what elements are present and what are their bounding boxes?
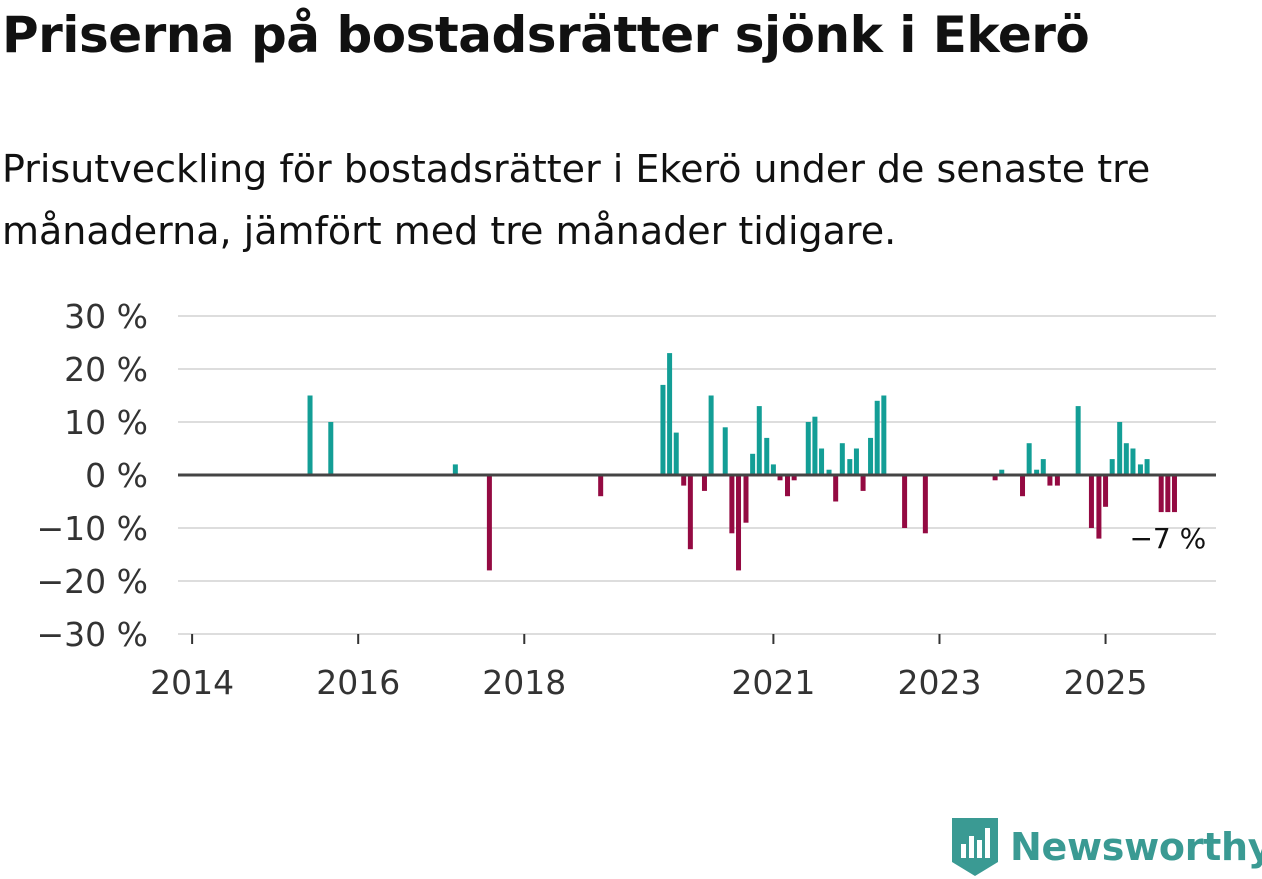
bar [791,475,797,481]
bar [1034,469,1040,475]
y-tick-label: 20 % [64,350,148,389]
bar [868,437,874,475]
bar [667,353,673,475]
y-tick-label: −20 % [37,562,149,601]
y-tick-label: −30 % [37,615,149,654]
bar [764,437,770,475]
bar [999,469,1005,475]
bar [1047,475,1053,486]
bar [1026,443,1032,475]
bar [1096,475,1102,539]
chart-subtitle: Prisutveckling för bostadsrätter i Ekerö… [2,147,1151,253]
last-value-annotation: −7 % [1129,522,1206,555]
y-tick-label: 0 % [85,456,148,495]
x-tick-label: 2018 [482,663,566,702]
bar [598,475,604,497]
bar [1054,475,1060,486]
chart-title: Priserna på bostadsrätter sjönk i Ekerö [2,6,1090,64]
bar [708,395,714,475]
bar [1040,459,1046,475]
bar [750,453,756,475]
bar [687,475,693,550]
x-tick-label: 2016 [316,663,400,702]
bar [328,422,334,475]
x-tick-label: 2025 [1064,663,1148,702]
bar [922,475,928,534]
bar [1117,422,1123,475]
bar [660,384,666,475]
x-tick-label: 2023 [897,663,981,702]
bar [722,427,728,475]
bar [812,416,818,475]
bar [1109,459,1115,475]
y-tick-label: 30 % [64,297,148,336]
bar [1123,443,1129,475]
bar [756,406,762,475]
bar [452,464,458,475]
bar [881,395,887,475]
bar [486,475,492,571]
x-axis: 2014 2016 2018 2021 2023 2025 [150,634,1148,702]
bar [992,475,998,481]
bar [833,475,839,502]
bar [681,475,687,486]
bar [736,475,742,571]
y-tick-label: −10 % [37,509,149,548]
bar [1020,475,1026,497]
bar [1137,464,1143,475]
bar [819,448,825,475]
bar [785,475,791,497]
bar [874,400,880,475]
bar [701,475,707,491]
bar [673,432,679,475]
bar [1171,475,1177,513]
y-tick-label: 10 % [64,403,148,442]
bar [1130,448,1136,475]
bar [839,443,845,475]
newsworthy-logo: Newsworthy [950,816,1262,878]
bar [853,448,859,475]
bar [777,475,783,481]
bars [307,353,1177,571]
bar [307,395,313,475]
bar [743,475,749,523]
bar [1103,475,1109,507]
y-axis-labels: 30 % 20 % 10 % 0 % −10 % −20 % −30 % [37,297,149,654]
gridlines [178,315,1216,635]
x-tick-label: 2014 [150,663,234,702]
bar [847,459,853,475]
bar [1144,459,1150,475]
bar [770,464,776,475]
bar [826,469,832,475]
bar [1158,475,1164,513]
bar [1075,406,1081,475]
newsworthy-logo-icon [952,818,998,876]
bar [805,422,811,475]
x-tick-label: 2021 [731,663,815,702]
bar [1088,475,1094,528]
bar [1165,475,1171,513]
newsworthy-logo-text: Newsworthy [1010,825,1262,869]
bar [902,475,908,528]
bar [860,475,866,491]
bar [729,475,735,534]
